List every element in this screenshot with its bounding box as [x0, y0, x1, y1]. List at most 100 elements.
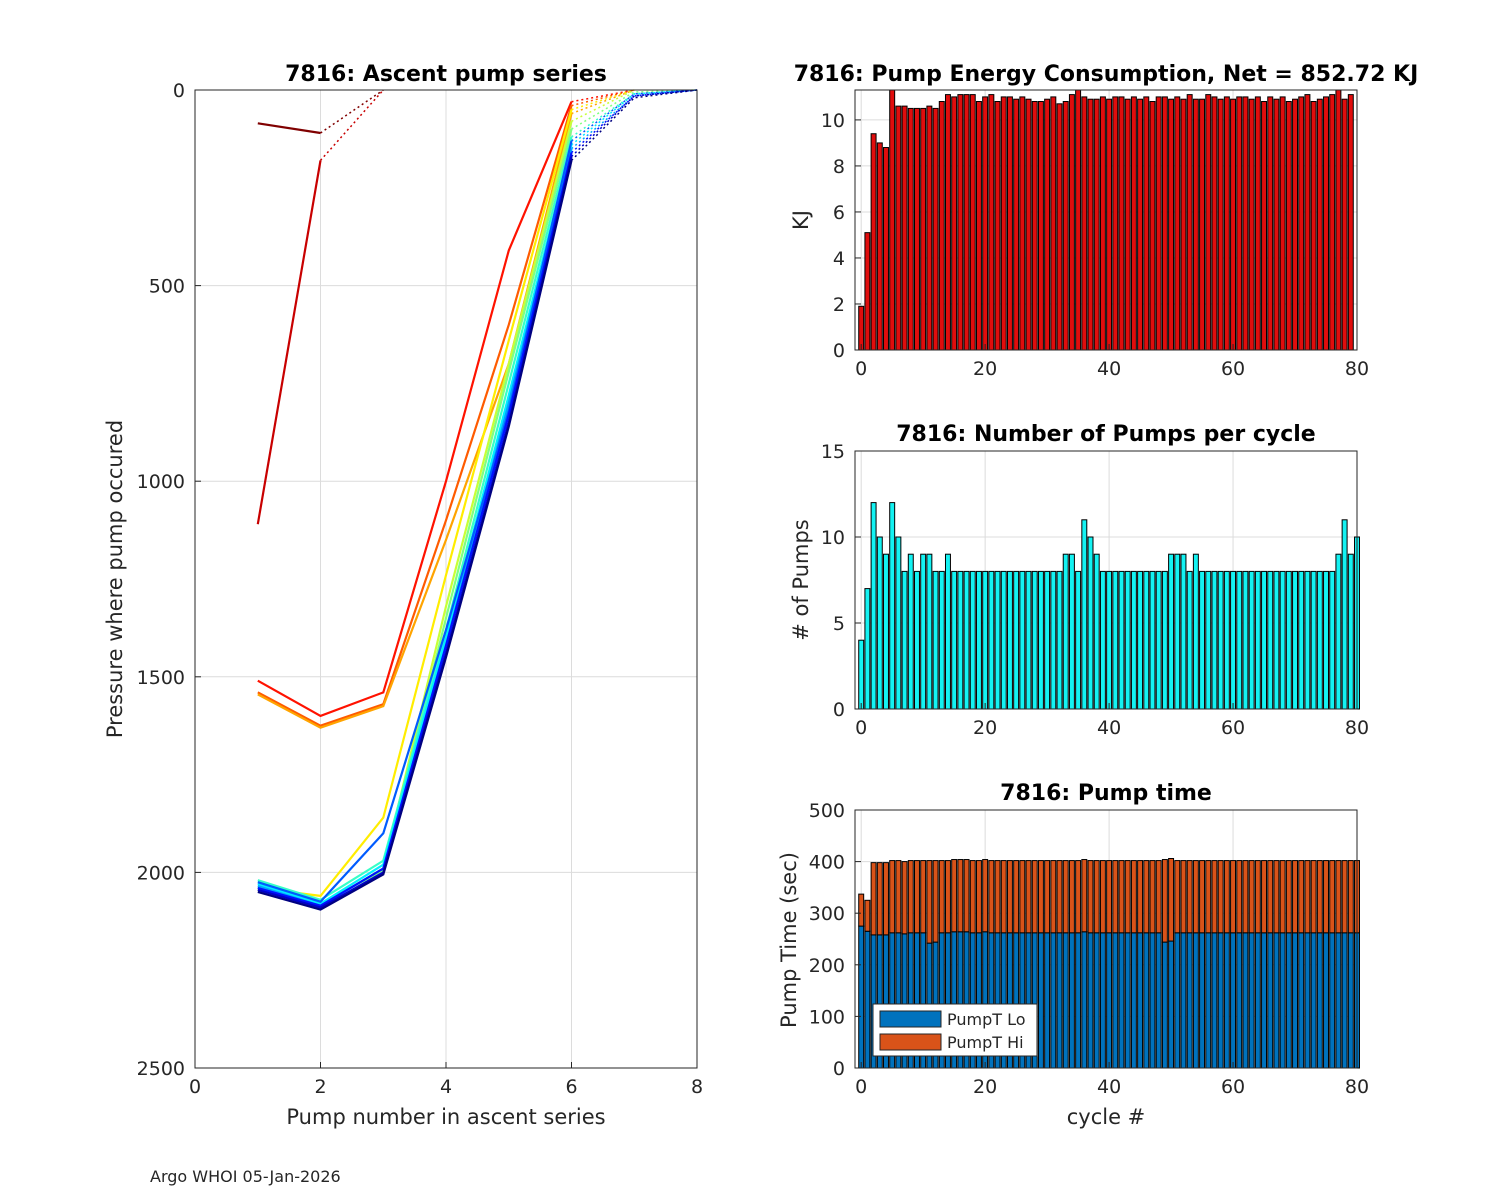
pumptime-hi-bar	[1000, 860, 1007, 934]
energy-bar	[1137, 98, 1144, 351]
ascent-line-dotted-5	[571, 89, 635, 111]
ascent-xtick-label: 2	[314, 1076, 326, 1098]
pumptime-lo-bar	[1130, 932, 1137, 1069]
pumps-bar	[1056, 570, 1063, 710]
energy-bar	[1093, 98, 1100, 351]
energy-xtick-label: 0	[855, 358, 867, 380]
pumps-bar	[1341, 519, 1348, 710]
ascent-line-dotted-4	[571, 89, 635, 115]
pumps-bar	[1323, 570, 1329, 710]
pumptime-hi-bar	[895, 860, 902, 934]
ascent-y-axis-label: Pressure where pump occured	[103, 420, 127, 738]
pumptime-hi-bar	[1335, 860, 1342, 934]
pumps-bar	[1236, 570, 1243, 710]
energy-bar	[1254, 96, 1261, 351]
pumptime-chart-title: 7816: Pump time	[1000, 781, 1212, 806]
energy-bar	[920, 107, 927, 351]
pumptime-hi-bar	[1199, 860, 1206, 934]
pumps-bar	[1174, 553, 1181, 710]
pumptime-hi-bar	[1223, 860, 1230, 934]
pumps-bar	[1081, 519, 1088, 710]
energy-bar	[1261, 101, 1268, 351]
energy-bar	[975, 101, 982, 351]
energy-bar	[926, 105, 933, 351]
pumptime-lo-bar	[1248, 932, 1255, 1069]
energy-bar	[1155, 96, 1162, 351]
pumptime-hi-bar	[1081, 859, 1088, 933]
pumptime-hi-bar	[1031, 860, 1038, 934]
energy-bar	[1323, 96, 1329, 351]
ascent-ytick-label: 2500	[137, 1058, 185, 1080]
pumps-bar	[1223, 570, 1230, 710]
pumps-bar	[1013, 570, 1020, 710]
ascent-line-4	[257, 113, 573, 729]
pumptime-hi-bar	[1205, 860, 1212, 934]
energy-bar	[982, 96, 989, 351]
ascent-line-3	[257, 105, 573, 727]
energy-bar	[1242, 96, 1249, 351]
pumptime-lo-bar	[1279, 932, 1286, 1069]
pumps-bar	[1062, 553, 1069, 710]
ascent-line-dotted-3	[571, 89, 635, 107]
pumptime-lo-bar	[1087, 932, 1094, 1069]
pumps-bar	[1143, 570, 1150, 710]
pumptime-hi-bar	[883, 862, 889, 936]
energy-bar	[1335, 89, 1342, 351]
energy-bar	[889, 89, 896, 351]
energy-bar	[1205, 94, 1212, 351]
energy-bar	[1087, 98, 1094, 351]
pumptime-lo-bar	[1124, 932, 1131, 1069]
pumptime-hi-bar	[870, 862, 877, 936]
pumptime-hi-bar	[1037, 860, 1044, 934]
energy-ytick-label: 0	[833, 340, 845, 362]
energy-bar	[1081, 96, 1088, 351]
pumps-bar	[1304, 570, 1311, 710]
energy-bar	[1211, 96, 1218, 351]
energy-ytick-label: 4	[833, 248, 845, 270]
pumptime-hi-bar	[1044, 860, 1051, 934]
pumptime-lo-bar	[1118, 932, 1125, 1069]
energy-bar	[1013, 98, 1020, 351]
pumptime-hi-bar	[1298, 860, 1305, 934]
pumps-bar	[1050, 570, 1057, 710]
energy-ytick-label: 2	[833, 294, 845, 316]
energy-bar	[1050, 96, 1057, 351]
ascent-line-14	[257, 160, 573, 911]
pumps-bar	[1137, 570, 1144, 710]
energy-bar	[1223, 96, 1230, 351]
pumptime-lo-bar	[1341, 932, 1348, 1069]
pumptime-hi-bar	[1106, 860, 1113, 934]
pumptime-hi-bar	[1254, 860, 1261, 934]
pumptime-hi-bar	[1236, 860, 1243, 934]
ascent-line-dotted-0	[320, 89, 384, 134]
energy-xtick-label: 80	[1345, 358, 1369, 380]
energy-bar	[1143, 96, 1150, 351]
pumps-xtick-label: 80	[1345, 717, 1369, 739]
pumptime-lo-bar	[1081, 931, 1088, 1069]
legend-swatch-lo	[879, 1010, 942, 1028]
pumptime-hi-bar	[864, 899, 871, 932]
pumptime-hi-bar	[951, 859, 958, 933]
pumps-bar	[975, 570, 982, 710]
energy-bar	[1316, 98, 1323, 351]
pumptime-hi-bar	[1192, 860, 1199, 934]
pumptime-hi-bar	[1304, 860, 1311, 934]
pumps-ytick-label: 0	[833, 699, 845, 721]
pumptime-hi-bar	[975, 860, 982, 934]
energy-bar	[1180, 98, 1187, 351]
pumps-bar	[1031, 570, 1038, 710]
pumptime-hi-bar	[1292, 860, 1299, 934]
pumptime-lo-bar	[1242, 932, 1249, 1069]
pumptime-y-axis-label: Pump Time (sec)	[777, 852, 801, 1028]
energy-bar	[1106, 98, 1113, 351]
energy-bar	[951, 96, 958, 351]
pumptime-lo-bar	[1174, 932, 1181, 1069]
pumps-axes-frame	[854, 450, 1358, 710]
energy-bar	[1217, 98, 1224, 351]
pumptime-axes-frame	[854, 809, 1358, 1069]
pumptime-lo-bar	[1310, 932, 1317, 1069]
pumptime-hi-bar	[1323, 860, 1329, 934]
pumptime-lo-bar	[1323, 932, 1329, 1069]
pumptime-lo-bar	[1044, 932, 1051, 1069]
